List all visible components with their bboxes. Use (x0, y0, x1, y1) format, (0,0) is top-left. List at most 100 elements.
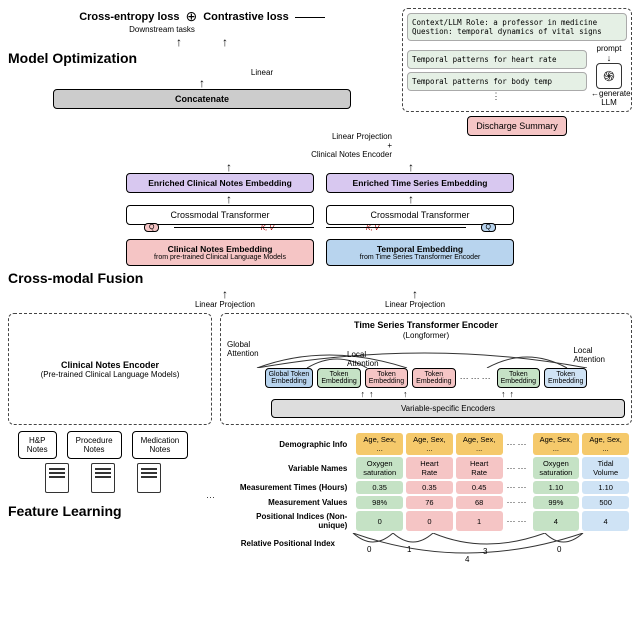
time-cell: 1.10 (582, 481, 629, 494)
rel-val: 0 (557, 545, 561, 554)
cross-entropy-loss: Cross-entropy loss (79, 11, 179, 23)
demo-cell: Age, Sex, ... (582, 433, 629, 455)
arrow-up-icon: ↑ (176, 36, 182, 48)
section-model-opt: Model Optimization (8, 50, 396, 66)
ellipsis-icon: ⋯⋯ (506, 511, 530, 531)
row-rel-label: Relative Positional Index (225, 539, 341, 548)
ellipsis-icon: ⋯⋯⋯ (460, 373, 493, 384)
arrow-up-icon: ↑ (326, 193, 496, 205)
linproj-notes-label: Linear Projection + Clinical Notes Encod… (8, 132, 392, 159)
linproj-left: Linear Projection (195, 300, 255, 309)
clin-emb-sub: from pre-trained Clinical Language Model… (135, 254, 305, 261)
row-vars-label: Variable Names (228, 457, 353, 479)
arrow-up-icon: ↑ (501, 389, 506, 399)
val-cell: 76 (406, 496, 453, 509)
attention-arcs (227, 340, 625, 368)
ellipsis-icon: ⋯⋯ (506, 457, 530, 479)
val-cell: 99% (533, 496, 580, 509)
crossmodal-left: Crossmodal Transformer (126, 205, 314, 225)
token-emb-3: Token Embedding (412, 368, 455, 388)
pos-cell: 0 (356, 511, 403, 531)
token-emb-2: Token Embedding (365, 368, 408, 388)
discharge-summary: Discharge Summary (467, 116, 567, 136)
q-box-right: Q (481, 223, 496, 232)
plus-icon: ⊕ (185, 8, 197, 25)
arrow-up-icon: ↑ (222, 36, 228, 48)
linproj-right: Linear Projection (385, 300, 445, 309)
llm-label: LLM (591, 98, 627, 107)
temporal-embedding: Temporal Embedding from Time Series Tran… (326, 239, 514, 266)
document-icon (91, 463, 115, 493)
demo-cell: Age, Sex, ... (533, 433, 580, 455)
demo-cell: Age, Sex, ... (406, 433, 453, 455)
document-icon (45, 463, 69, 493)
val-cell: 98% (356, 496, 403, 509)
var-cell: Heart Rate (456, 457, 503, 479)
arrow-up-icon: ↑ (326, 161, 496, 173)
arrow-down-icon: ↓ (591, 53, 627, 63)
document-icon (137, 463, 161, 493)
global-att-label: Global Attention (227, 340, 259, 358)
crossmodal-right: Crossmodal Transformer (326, 205, 514, 225)
arrow-up-icon: ↑ (144, 193, 314, 205)
token-emb-5: Token Embedding (544, 368, 587, 388)
row-pos-label: Positional Indices (Non-unique) (228, 511, 353, 531)
rel-span: 4 (465, 555, 469, 564)
var-cell: Oxygen saturation (533, 457, 580, 479)
demo-cell: Age, Sex, ... (456, 433, 503, 455)
downstream-label: Downstream tasks (0, 25, 396, 34)
prompt-panel: Context/LLM Role: a professor in medicin… (402, 8, 632, 112)
temp-emb-title: Temporal Embedding (335, 244, 505, 254)
ts-enc-title: Time Series Transformer Encoder (354, 320, 498, 330)
pos-cell: 4 (533, 511, 580, 531)
arrow-up-icon: ↑ (369, 389, 399, 399)
clinical-embedding: Clinical Notes Embedding from pre-traine… (126, 239, 314, 266)
concatenate-block: Concatenate (53, 89, 351, 109)
time-cell: 0.45 (456, 481, 503, 494)
clin-enc-title: Clinical Notes Encoder (15, 360, 205, 370)
arrow-up-icon: ↑ (144, 161, 314, 173)
hp-notes: H&P Notes (18, 431, 57, 459)
medication-notes: Medication Notes (132, 431, 189, 459)
var-cell: Oxygen saturation (356, 457, 403, 479)
ellipsis-icon: ⋮ (407, 91, 587, 102)
pos-cell: 0 (406, 511, 453, 531)
notes-column: H&P Notes Procedure Notes Medication Not… (8, 431, 198, 519)
section-feat: Feature Learning (8, 503, 198, 519)
token-emb-4: Token Embedding (497, 368, 540, 388)
arrow-up-icon: ↑ (510, 389, 540, 399)
prompt-label: prompt (591, 44, 627, 53)
var-cell: Heart Rate (406, 457, 453, 479)
ts-encoder-box: Time Series Transformer Encoder (Longfor… (220, 313, 632, 425)
generate-label: ←generate (591, 89, 627, 98)
rel-val: 1 (407, 545, 411, 554)
demo-cell: Age, Sex, ... (356, 433, 403, 455)
arrow-up-icon: ↑ (385, 288, 445, 300)
section-fusion: Cross-modal Fusion (8, 270, 632, 286)
local-att-label-1: Local Attention (347, 350, 379, 368)
rel-val: 3 (483, 547, 487, 556)
llm-icon: ֍ (596, 63, 622, 89)
time-cell: 1.10 (533, 481, 580, 494)
enriched-ts: Enriched Time Series Embedding (326, 173, 514, 193)
rel-val: 0 (367, 545, 371, 554)
ellipsis-icon: ⋯ (206, 492, 217, 503)
response-2: Temporal patterns for body temp (407, 72, 587, 91)
clin-emb-title: Clinical Notes Embedding (135, 244, 305, 254)
arrow-up-icon: ↑ (361, 389, 366, 399)
clin-enc-sub: (Pre-trained Clinical Language Models) (15, 370, 205, 379)
time-cell: 0.35 (406, 481, 453, 494)
row-times-label: Measurement Times (Hours) (228, 481, 353, 494)
ellipsis-icon: ⋯⋯ (506, 481, 530, 494)
arrow-up-icon: ↑ (199, 77, 205, 89)
ellipsis-icon: ⋯⋯ (506, 496, 530, 509)
val-cell: 68 (456, 496, 503, 509)
ts-enc-sub: (Longformer) (403, 331, 449, 340)
series-table: Demographic Info Age, Sex, ... Age, Sex,… (225, 431, 632, 563)
pos-cell: 1 (456, 511, 503, 531)
clinical-encoder-box: Clinical Notes Encoder (Pre-trained Clin… (8, 313, 212, 425)
global-token: Global Token Embedding (265, 368, 314, 388)
temp-emb-sub: from Time Series Transformer Encoder (335, 254, 505, 261)
var-cell: Tidal Volume (582, 457, 629, 479)
local-att-label-2: Local Attention (573, 346, 605, 364)
